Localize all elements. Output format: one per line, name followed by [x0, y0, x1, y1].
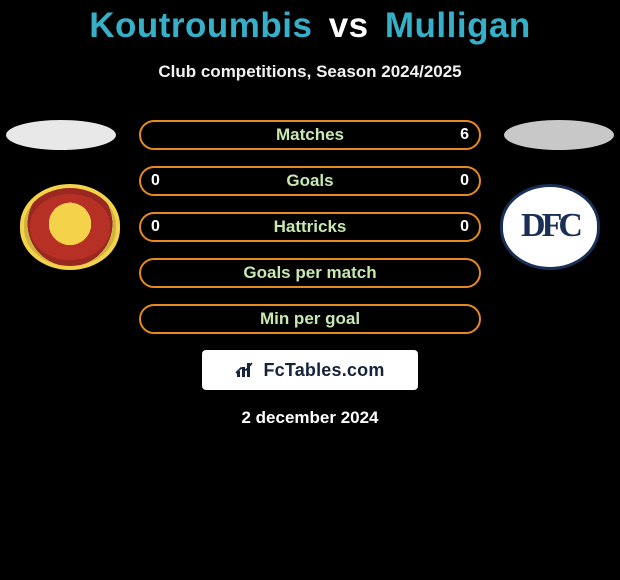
stat-goals-label: Goals — [286, 171, 333, 191]
vs-separator: vs — [323, 6, 375, 45]
comparison-title: Koutroumbis vs Mulligan — [0, 0, 620, 46]
stat-row-hattricks: 0 Hattricks 0 — [139, 212, 481, 242]
player2-name: Mulligan — [385, 6, 531, 45]
stat-rows: Matches 6 0 Goals 0 0 Hattricks 0 Goals … — [139, 120, 481, 334]
stat-goals-left: 0 — [151, 172, 160, 190]
player2-shadow-ellipse — [504, 120, 614, 150]
snapshot-date: 2 december 2024 — [0, 408, 620, 428]
bar-chart-icon — [235, 361, 257, 379]
subtitle: Club competitions, Season 2024/2025 — [0, 62, 620, 82]
stat-row-matches: Matches 6 — [139, 120, 481, 150]
stat-row-goals-per-match: Goals per match — [139, 258, 481, 288]
player2-crest-text: DFC — [521, 207, 579, 245]
branding-text: FcTables.com — [263, 360, 384, 381]
stat-hattricks-label: Hattricks — [274, 217, 347, 237]
stat-hattricks-right: 0 — [460, 218, 469, 236]
player1-shadow-ellipse — [6, 120, 116, 150]
stat-matches-label: Matches — [276, 125, 344, 145]
stat-goals-right: 0 — [460, 172, 469, 190]
comparison-body: DFC Matches 6 0 Goals 0 0 Hattricks 0 Go… — [0, 120, 620, 428]
player1-club-crest — [20, 184, 120, 270]
stat-row-goals: 0 Goals 0 — [139, 166, 481, 196]
stat-matches-right: 6 — [460, 126, 469, 144]
player1-name: Koutroumbis — [89, 6, 312, 45]
stat-row-min-per-goal: Min per goal — [139, 304, 481, 334]
stat-mpg-label: Min per goal — [260, 309, 360, 329]
player2-club-crest: DFC — [500, 184, 600, 270]
stat-gpm-label: Goals per match — [243, 263, 376, 283]
branding-badge: FcTables.com — [202, 350, 418, 390]
stat-hattricks-left: 0 — [151, 218, 160, 236]
